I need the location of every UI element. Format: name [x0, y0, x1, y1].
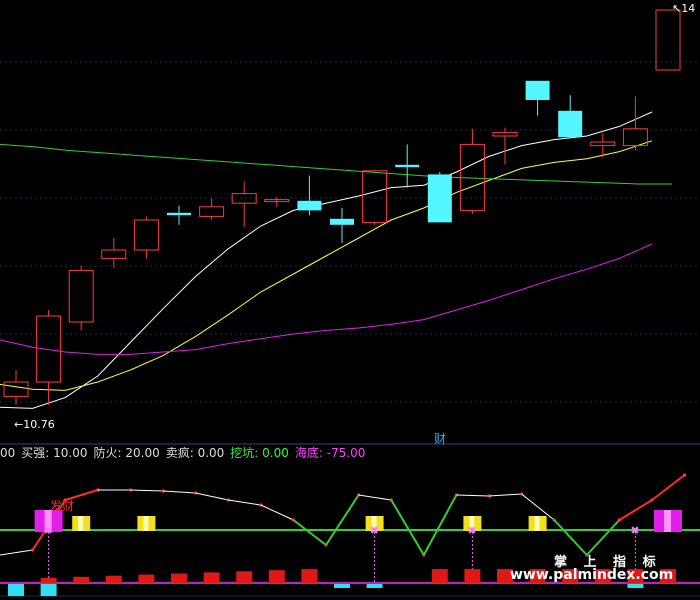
indicator-seg-4: [130, 489, 164, 492]
candle-body-18: [590, 141, 616, 147]
candle-body-16: [525, 80, 550, 100]
candle-body-7: [231, 193, 257, 204]
bottom-cyan-bar-4: [627, 584, 644, 588]
indicator-seg-6: [195, 492, 229, 501]
yellow-bar-shine-4: [534, 516, 540, 531]
indicator-dot-21: [683, 473, 687, 477]
bottom-red-bar-2: [105, 575, 122, 583]
indicator-seg-16: [521, 493, 555, 521]
indicator-seg-20: [651, 474, 686, 501]
indicator-seg-10: [325, 494, 360, 546]
bottom-red-bar-0: [40, 577, 57, 583]
candle-body-2: [68, 269, 94, 323]
pink-marker-3: ✖: [630, 524, 639, 537]
indicator-seg-11: [358, 494, 392, 501]
high-price-label: ↖14: [672, 2, 696, 15]
indicator-seg-14: [456, 494, 490, 497]
fa-cai-label: 发财: [50, 499, 75, 513]
bottom-red-bar-11: [497, 569, 513, 583]
candle-body-15: [492, 131, 518, 137]
legend-item-1: 买强: 10.00: [21, 446, 88, 460]
ma-magenta-line: [0, 243, 653, 355]
legend-item-3: 卖疯: 0.00: [165, 446, 225, 460]
candle-body-6: [199, 206, 225, 217]
candle-body-0: [3, 381, 29, 397]
pink-marker-2: ✖: [467, 524, 476, 537]
yellow-bar-shine-3: [469, 516, 475, 531]
legend-item-0: 00: [0, 446, 16, 460]
indicator-seg-7: [228, 499, 261, 506]
candle-body-19: [622, 128, 648, 147]
indicator-seg-12: [390, 499, 425, 556]
indicator-seg-2: [64, 489, 99, 501]
candle-body-12: [395, 164, 420, 168]
candle-body-9: [297, 200, 322, 211]
indicator-legend: 00 买强: 10.00 防火: 20.00 卖疯: 0.00 挖坑: 0.00 海底: …: [0, 445, 371, 461]
legend-item-5: 海底: -75.00: [294, 446, 366, 460]
bottom-cyan-bar-0: [8, 584, 24, 596]
watermark-url: www.palmindex.com: [510, 567, 674, 583]
low-price-label: ←10.76: [14, 418, 55, 431]
yellow-bar-shine-1: [143, 516, 149, 531]
indicator-seg-0: [0, 549, 33, 556]
candle-body-5: [167, 212, 191, 216]
pink-marker-1: ✖: [370, 524, 379, 537]
candle-body-20: [655, 9, 681, 71]
bottom-red-bar-16: [660, 569, 676, 583]
bottom-red-bar-8: [301, 569, 318, 583]
indicator-dot-7: [226, 498, 230, 502]
yellow-bar-shine-0: [78, 516, 84, 531]
indicator-seg-15: [488, 493, 522, 497]
watermark-title: 掌 上 指 标: [554, 555, 662, 570]
bottom-red-bar-9: [431, 569, 448, 583]
bottom-red-bar-1: [73, 576, 90, 583]
bottom-red-bar-13: [562, 569, 579, 583]
legend-item-4: 挖坑: 0.00: [230, 446, 289, 460]
bottom-cyan-bar-1: [40, 584, 57, 596]
bottom-red-bar-6: [236, 571, 253, 583]
indicator-seg-19: [618, 499, 653, 521]
indicator-seg-5: [162, 490, 196, 494]
candle-body-11: [362, 170, 388, 223]
indicator-seg-8: [260, 504, 294, 521]
bottom-cyan-bar-2: [334, 584, 350, 588]
candle-body-4: [133, 219, 159, 251]
bottom-red-bar-4: [171, 573, 187, 583]
cai-marker: 财: [434, 432, 447, 446]
candle-body-8: [264, 199, 290, 203]
indicator-seg-17: [553, 519, 588, 556]
candle-body-3: [101, 249, 127, 259]
bottom-red-bar-12: [529, 569, 546, 583]
indicator-seg-9: [292, 519, 327, 546]
candle-body-1: [36, 315, 62, 383]
candle-body-13: [427, 174, 452, 223]
indicator-seg-18: [586, 519, 621, 556]
pink-marker-0: ✖: [44, 524, 53, 537]
legend-item-2: 防火: 20.00: [93, 446, 160, 460]
ma-green-line: [0, 143, 672, 185]
bottom-red-bar-7: [268, 570, 285, 583]
magenta-bar-shine-0: [44, 510, 52, 532]
bottom-red-bar-14: [594, 569, 611, 583]
bottom-red-bar-15: [627, 569, 644, 583]
candle-body-14: [459, 143, 485, 211]
bottom-cyan-bar-3: [366, 584, 383, 588]
ma-white-line: [0, 111, 653, 409]
candle-body-17: [558, 110, 583, 138]
yellow-bar-shine-2: [371, 516, 377, 531]
magenta-bar-shine-1: [664, 510, 671, 532]
bottom-red-bar-5: [203, 572, 220, 583]
indicator-seg-13: [422, 494, 458, 556]
bottom-red-bar-10: [464, 569, 481, 583]
candle-body-10: [330, 218, 354, 225]
ma-yellow-line: [0, 140, 653, 391]
bottom-red-bar-3: [138, 574, 155, 583]
